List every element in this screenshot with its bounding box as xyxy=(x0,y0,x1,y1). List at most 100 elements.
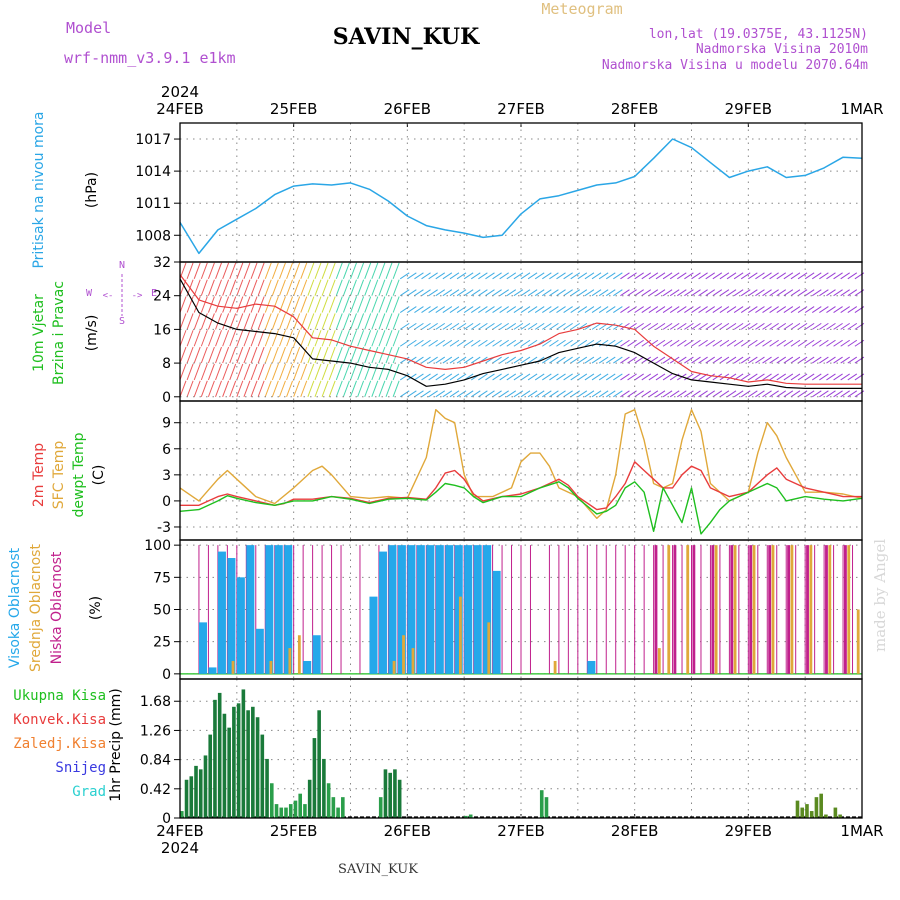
compass-w: W xyxy=(86,288,93,299)
wind-barb xyxy=(193,330,201,347)
wind-barb xyxy=(513,272,524,280)
wind-barb xyxy=(748,390,758,398)
wind-barb xyxy=(371,346,379,364)
wind-barb xyxy=(385,296,393,313)
wind-barb xyxy=(222,330,230,347)
cloud-low-bar xyxy=(806,545,809,674)
wind-barb xyxy=(215,262,222,280)
wind-barb xyxy=(556,373,566,381)
cloud-mid-bar xyxy=(553,660,557,674)
wind-barb xyxy=(485,390,495,398)
wind-barb xyxy=(542,272,552,280)
wind-barb xyxy=(755,322,765,330)
wind-barb xyxy=(350,380,357,397)
wind-barb xyxy=(527,356,538,364)
cloud-high-bar xyxy=(369,596,378,674)
wind-barb xyxy=(811,322,822,330)
wind-barb xyxy=(563,390,573,398)
wind-barb xyxy=(442,289,453,297)
wind-barb xyxy=(691,306,701,313)
wind-barb xyxy=(236,313,244,330)
wind-barb xyxy=(428,322,438,330)
wind-barb xyxy=(669,289,680,297)
wind-barb xyxy=(243,279,251,296)
wind-barb xyxy=(712,339,723,347)
wind-barb xyxy=(278,279,286,296)
wind-barb xyxy=(790,339,801,347)
wind-barb xyxy=(669,322,680,330)
wind-barb xyxy=(520,272,531,280)
wind-barb xyxy=(591,373,602,381)
temperature-panel: -3 0 3 6 9 2m Temp SFC Temp dewpt Temp (C) xyxy=(31,401,863,540)
wind-barb xyxy=(271,380,279,397)
precip-bar xyxy=(833,807,838,818)
precip-bar xyxy=(393,769,397,818)
wind-barb xyxy=(293,262,301,280)
precip-bar xyxy=(544,797,549,818)
wind-barb xyxy=(506,322,517,330)
wind-barb xyxy=(520,339,531,347)
wind-barb xyxy=(229,296,237,313)
wind-barb xyxy=(271,363,279,381)
wind-barb xyxy=(271,296,279,313)
wind-barb xyxy=(677,289,687,297)
wind-barb xyxy=(712,356,723,364)
wind-barb xyxy=(705,322,715,330)
wind-barb xyxy=(392,279,400,296)
wind-barb xyxy=(563,322,573,330)
wind-barb xyxy=(229,380,237,397)
wind-barb xyxy=(414,272,424,280)
cloud-low-bar xyxy=(787,545,791,674)
wind-barb xyxy=(421,272,431,280)
x-tick-label-top: 28FEB xyxy=(611,100,658,118)
wind-barb xyxy=(584,356,595,364)
cloud-mid-bar xyxy=(847,545,851,674)
wind-barb xyxy=(257,380,265,397)
wind-barb xyxy=(797,289,808,297)
precip-bar xyxy=(217,692,222,818)
temp-ytick-label: 3 xyxy=(162,468,171,484)
wind-barb xyxy=(307,262,315,280)
wind-barb xyxy=(193,262,201,280)
wind-barb xyxy=(641,289,652,297)
wind-barb xyxy=(499,289,509,297)
wind-barb xyxy=(186,363,194,381)
wind-barb xyxy=(641,339,652,347)
wind-barb xyxy=(691,356,701,364)
wind-barb xyxy=(300,296,308,313)
wind-barb xyxy=(364,262,372,280)
wind-barb xyxy=(264,279,272,296)
cloud-mid-bar xyxy=(392,660,396,674)
wind-barb xyxy=(733,306,744,313)
cloud-high-bar xyxy=(274,545,283,674)
wind-barb xyxy=(215,313,222,330)
wind-barb xyxy=(371,380,379,397)
cloud-high-bar xyxy=(407,545,416,674)
wind-barb xyxy=(478,289,488,297)
wind-barb xyxy=(442,373,453,381)
wind-barb xyxy=(819,356,829,364)
wind-barb xyxy=(591,390,602,398)
wind-barb xyxy=(264,262,272,280)
wind-barb xyxy=(613,306,623,313)
wind-barb xyxy=(250,380,258,397)
temp-2m-line xyxy=(180,461,862,511)
compass-right-arrow: -> xyxy=(132,291,143,301)
temp-ytick-label: 9 xyxy=(162,416,171,432)
wind-barb xyxy=(598,289,609,297)
wind-barb xyxy=(378,380,386,397)
wind-barb xyxy=(677,306,687,313)
wind-barb xyxy=(307,296,315,313)
wind-barb xyxy=(577,356,588,364)
wind-barb xyxy=(478,306,488,313)
sfc-temp-line xyxy=(179,409,863,519)
wind-barb xyxy=(421,373,431,381)
wind-barb xyxy=(278,346,286,364)
cloud-mid-bar xyxy=(667,545,671,674)
wind-barb xyxy=(662,373,673,381)
wind-barb xyxy=(726,339,737,347)
wind-barb xyxy=(442,390,453,398)
wind-barb xyxy=(207,279,215,296)
wind-barb xyxy=(797,390,808,398)
